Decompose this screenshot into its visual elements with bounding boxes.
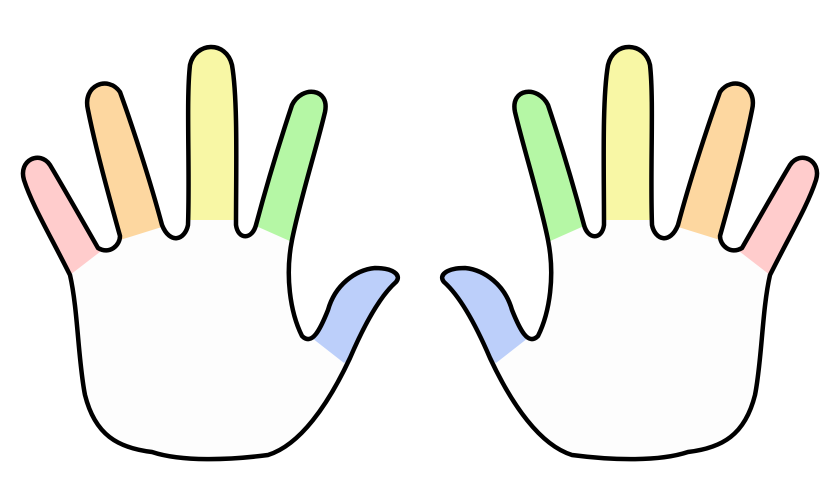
left-hand xyxy=(0,30,420,459)
right-hand xyxy=(420,30,840,459)
